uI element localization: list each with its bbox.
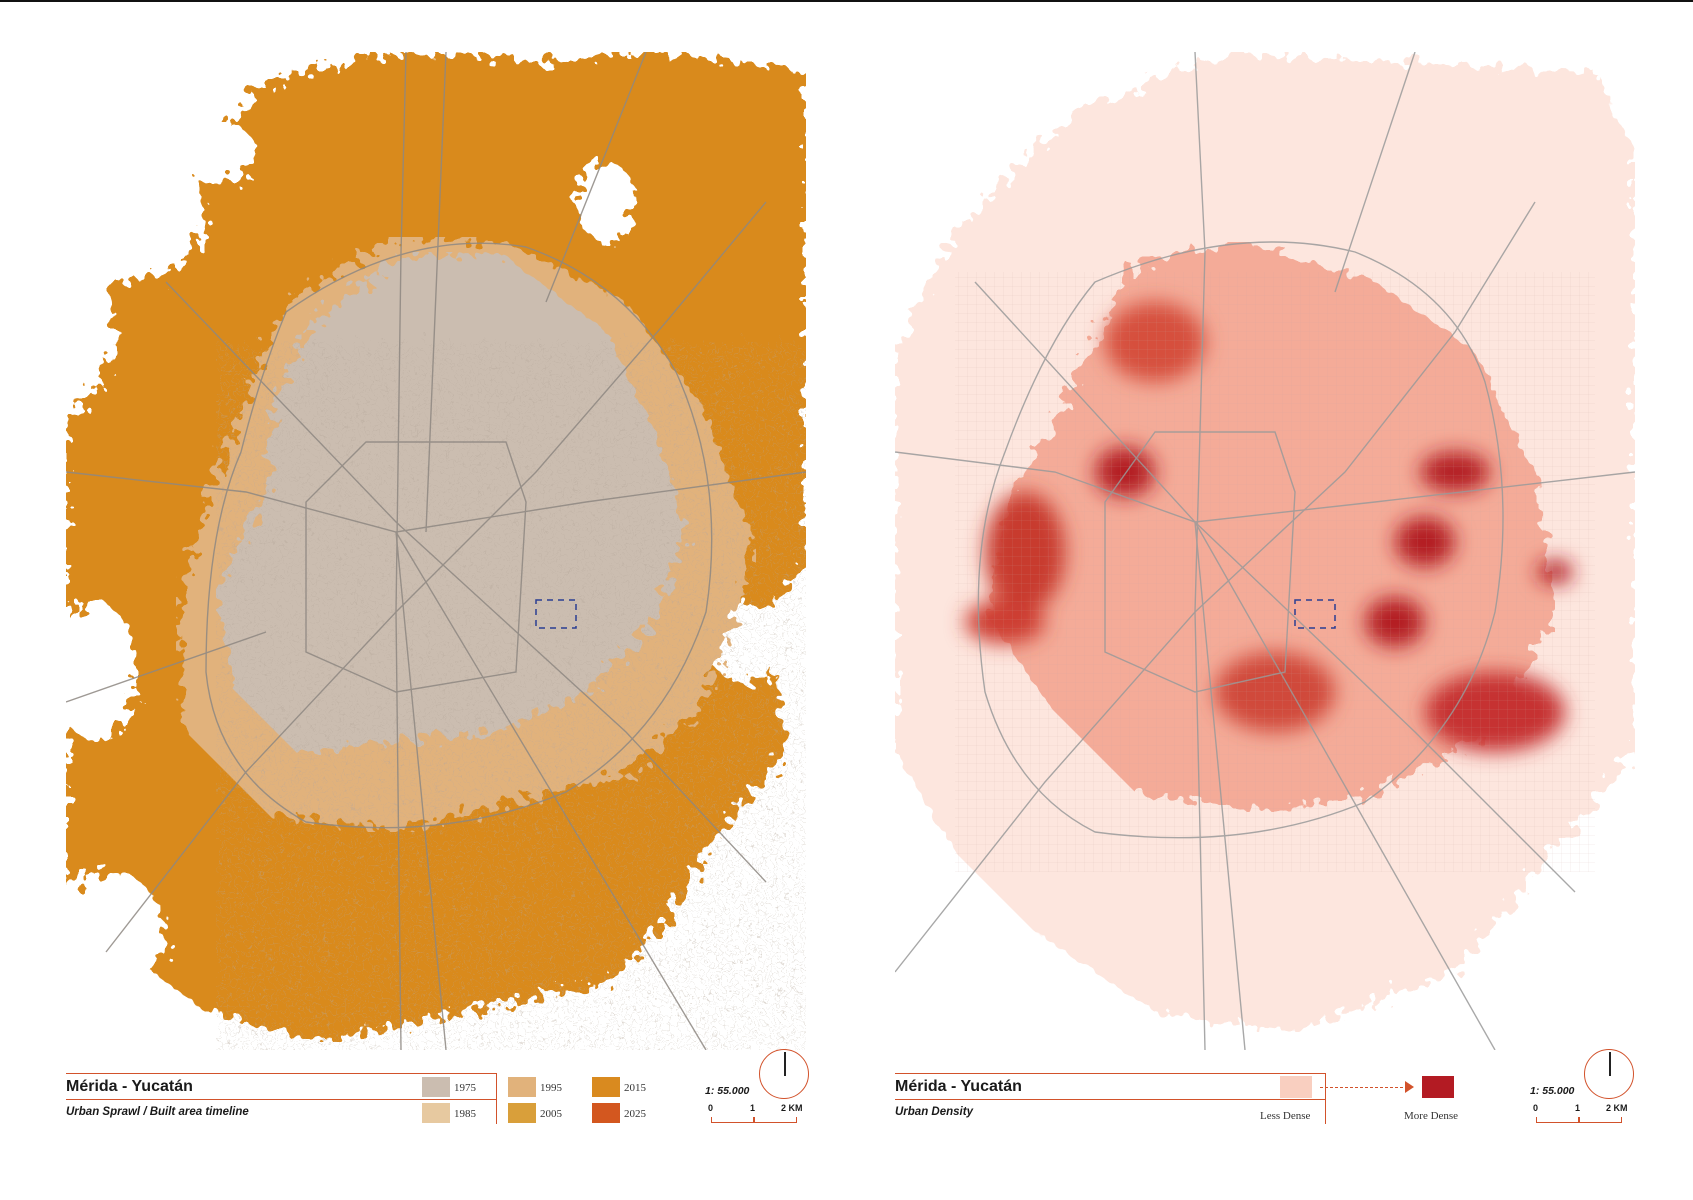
scale-north-right: 1: 55.000 0 1 2 KM <box>1530 1049 1634 1123</box>
study-area-frame <box>535 599 577 629</box>
scale-ratio: 1: 55.000 <box>1530 1085 1575 1097</box>
more-dense-swatch <box>1422 1076 1454 1098</box>
urban-density-map <box>895 52 1635 1050</box>
left-title-block: Mérida - Yucatán Urban Sprawl / Built ar… <box>66 1073 497 1124</box>
less-dense-label: Less Dense <box>1260 1110 1311 1122</box>
legend-label: 2025 <box>624 1108 646 1120</box>
map-title: Mérida - Yucatán <box>895 1078 1022 1095</box>
top-border <box>0 0 1693 2</box>
scale-tick: 0 <box>1533 1103 1539 1113</box>
legend-swatch <box>508 1103 536 1123</box>
density-arrow <box>1320 1087 1408 1088</box>
legend-swatch <box>422 1103 450 1123</box>
title-rule <box>895 1099 1325 1100</box>
map-subtitle: Urban Sprawl / Built area timeline <box>66 1106 249 1118</box>
scale-bar-mid <box>753 1117 755 1123</box>
urban-sprawl-map <box>66 52 806 1050</box>
right-title-block: Mérida - Yucatán Urban Density <box>895 1073 1326 1124</box>
legend-label: 2005 <box>540 1108 562 1120</box>
scale-tick: 0 <box>708 1103 714 1113</box>
legend-swatch <box>422 1077 450 1097</box>
north-arrow-icon <box>759 1049 809 1099</box>
scale-ratio: 1: 55.000 <box>705 1085 750 1097</box>
legend-label: 1985 <box>454 1108 476 1120</box>
north-arrow-icon <box>1584 1049 1634 1099</box>
scale-tick: 2 KM <box>1606 1103 1628 1113</box>
legend-label: 1975 <box>454 1082 476 1094</box>
less-dense-swatch <box>1280 1076 1312 1098</box>
legend-label: 2015 <box>624 1082 646 1094</box>
legend-swatch <box>592 1077 620 1097</box>
legend-swatch <box>592 1103 620 1123</box>
sprawl-1975-layer <box>216 252 806 1050</box>
scale-bar-mid <box>1578 1117 1580 1123</box>
road-network-density <box>895 52 1635 1050</box>
arrow-head-icon <box>1405 1081 1414 1093</box>
scale-north-left: 1: 55.000 0 1 2 KM <box>705 1049 809 1123</box>
scale-tick: 2 KM <box>781 1103 803 1113</box>
scale-tick: 1 <box>750 1103 756 1113</box>
map-subtitle: Urban Density <box>895 1106 973 1118</box>
road-network <box>66 52 806 1050</box>
map-title: Mérida - Yucatán <box>66 1078 193 1095</box>
scale-tick: 1 <box>1575 1103 1581 1113</box>
legend-swatch <box>508 1077 536 1097</box>
study-area-frame <box>1294 599 1336 629</box>
title-rule <box>66 1099 496 1100</box>
legend-label: 1995 <box>540 1082 562 1094</box>
more-dense-label: More Dense <box>1404 1110 1459 1122</box>
